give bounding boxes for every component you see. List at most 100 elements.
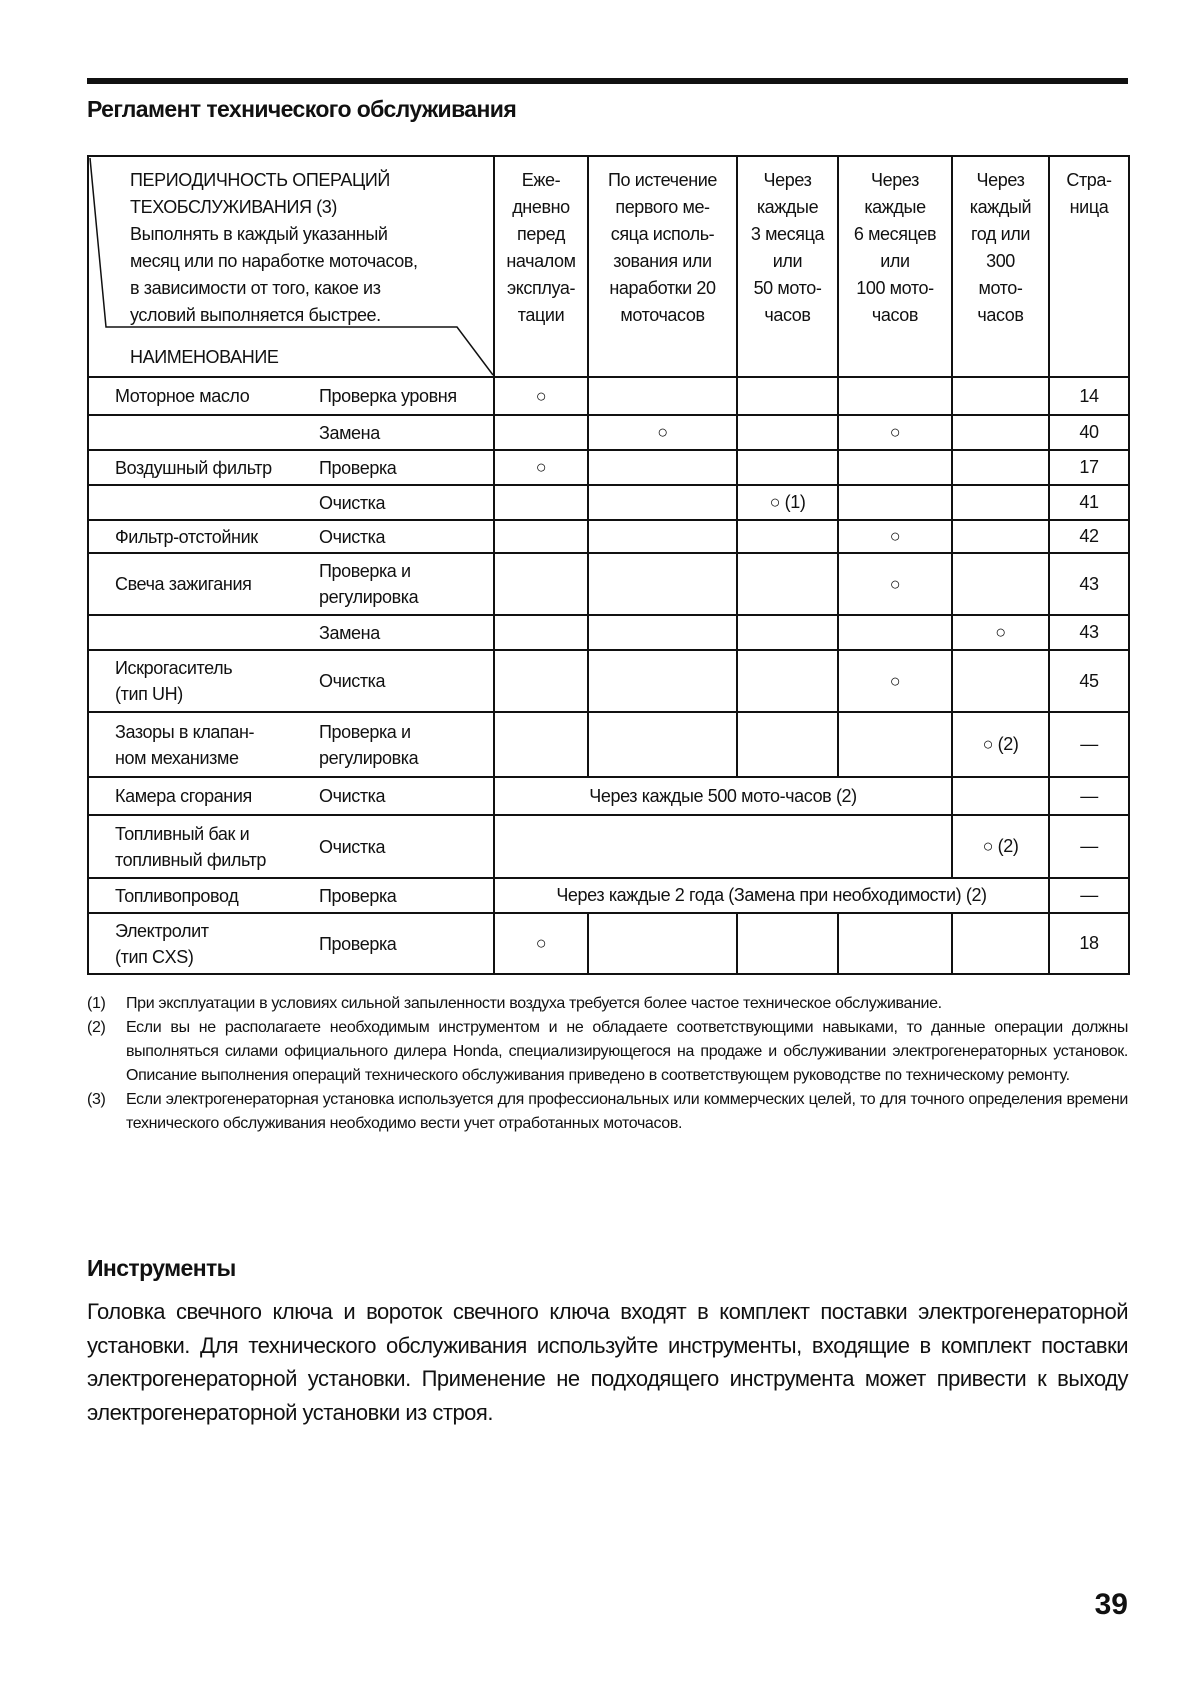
operation: Проверка [315, 912, 495, 975]
interval-cell [736, 449, 839, 486]
tools-heading: Инструменты [87, 1255, 236, 1281]
interval-cell [493, 649, 589, 713]
interval-cell [493, 414, 589, 451]
item-name: Камера сгорания [87, 776, 315, 816]
page-ref: 14 [1048, 376, 1130, 416]
footnote: (1) При эксплуатации в условиях сильной з… [87, 992, 1128, 1016]
operation: Очистка [315, 814, 495, 879]
table-row: Очистка ○ (1) 41 [87, 484, 1130, 521]
interval-cell [736, 376, 839, 416]
interval-cell [587, 912, 738, 975]
item-name: Фильтр-отстойник [87, 519, 315, 554]
interval-cell: ○ [837, 649, 953, 713]
table-row: Топливный бак и топливный фильтр Очистка ○ … [87, 814, 1130, 879]
interval-cell [736, 649, 839, 713]
page-ref: 42 [1048, 519, 1130, 554]
interval-cell [951, 519, 1050, 554]
operation: Очистка [315, 484, 495, 521]
interval-cell [951, 552, 1050, 616]
header-periodicity-text: ПЕРИОДИЧНОСТЬ ОПЕРАЦИЙ ТЕХОБСЛУЖИВАНИЯ (3… [130, 170, 418, 325]
page-ref: — [1048, 877, 1130, 914]
interval-cell: ○ [587, 414, 738, 451]
page-ref: — [1048, 814, 1130, 879]
interval-span-cell: Через каждые 2 года (Замена при необходи… [493, 877, 1050, 914]
table-row: Воздушный фильтр Проверка ○ 17 [87, 449, 1130, 486]
interval-cell: ○ [493, 912, 589, 975]
table-row: Электролит (тип CXS) Проверка ○ 18 [87, 912, 1130, 975]
page-ref: 43 [1048, 614, 1130, 651]
interval-cell [736, 614, 839, 651]
header-column-3: Через каждые 6 месяцев или 100 мото-часов [837, 155, 953, 378]
interval-cell [837, 484, 953, 521]
interval-cell: ○ (1) [736, 484, 839, 521]
interval-cell [736, 414, 839, 451]
interval-span-cell: Через каждые 500 мото-часов (2) [493, 776, 953, 816]
header-column-5: Стра-ница [1048, 155, 1130, 378]
footnote-text: Если электрогенераторная установка испол… [126, 1091, 1128, 1132]
footnote: (3) Если электрогенераторная установка ис… [87, 1088, 1128, 1136]
operation: Проверка [315, 877, 495, 914]
footnote-number: (3) [87, 1091, 106, 1108]
interval-cell [587, 449, 738, 486]
interval-cell [587, 614, 738, 651]
operation: Замена [315, 614, 495, 651]
page-ref: 45 [1048, 649, 1130, 713]
page-ref: — [1048, 776, 1130, 816]
item-name [87, 484, 315, 521]
operation: Проверка [315, 449, 495, 486]
footnote-number: (2) [87, 1019, 106, 1036]
interval-cell [951, 484, 1050, 521]
interval-cell [493, 711, 589, 778]
interval-cell [736, 912, 839, 975]
footnote: (2) Если вы не располагаете необходимым и… [87, 1016, 1128, 1088]
interval-cell [493, 614, 589, 651]
page-ref: 18 [1048, 912, 1130, 975]
interval-cell [951, 449, 1050, 486]
table-row: Замена ○ 43 [87, 614, 1130, 651]
interval-cell [837, 376, 953, 416]
page-ref: — [1048, 711, 1130, 778]
header-column-1: По истечение первого ме-сяца исполь-зован… [587, 155, 738, 378]
page-ref: 17 [1048, 449, 1130, 486]
header-column-4: Через каждый год или 300 мото-часов [951, 155, 1050, 378]
table-row: Фильтр-отстойник Очистка ○ 42 [87, 519, 1130, 554]
interval-span-cell [493, 814, 953, 879]
page-ref: 40 [1048, 414, 1130, 451]
interval-cell [837, 614, 953, 651]
interval-cell [736, 711, 839, 778]
page-ref: 41 [1048, 484, 1130, 521]
interval-cell [587, 711, 738, 778]
interval-cell: ○ [493, 449, 589, 486]
interval-cell [493, 484, 589, 521]
tools-paragraph: Головка свечного ключа и вороток свечног… [87, 1299, 1129, 1425]
item-name: Свеча зажигания [87, 552, 315, 616]
interval-cell [951, 649, 1050, 713]
item-name [87, 414, 315, 451]
interval-cell: ○ [837, 414, 953, 451]
interval-cell [587, 376, 738, 416]
table-row: Камера сгорания Очистка Через каждые 500 м… [87, 776, 1130, 816]
page-title: Регламент технического обслуживания [87, 96, 517, 122]
item-name: Электролит (тип CXS) [87, 912, 315, 975]
interval-cell: ○ [493, 376, 589, 416]
item-name: Искрогаситель (тип UH) [87, 649, 315, 713]
item-name: Зазоры в клапан-ном механизме [87, 711, 315, 778]
header-column-2: Через каждые 3 месяца или 50 мото-часов [736, 155, 839, 378]
operation: Замена [315, 414, 495, 451]
interval-cell [837, 711, 953, 778]
interval-cell [587, 484, 738, 521]
interval-cell: ○ [837, 519, 953, 554]
item-name [87, 614, 315, 651]
interval-cell [736, 552, 839, 616]
operation: Проверка и регулировка [315, 552, 495, 616]
operation: Очистка [315, 649, 495, 713]
interval-cell [837, 912, 953, 975]
table-row: Моторное масло Проверка уровня ○ 14 [87, 376, 1130, 416]
interval-cell [493, 552, 589, 616]
interval-cell [951, 776, 1050, 816]
interval-cell: ○ [951, 614, 1050, 651]
interval-cell [587, 552, 738, 616]
operation: Очистка [315, 519, 495, 554]
item-name: Моторное масло [87, 376, 315, 416]
